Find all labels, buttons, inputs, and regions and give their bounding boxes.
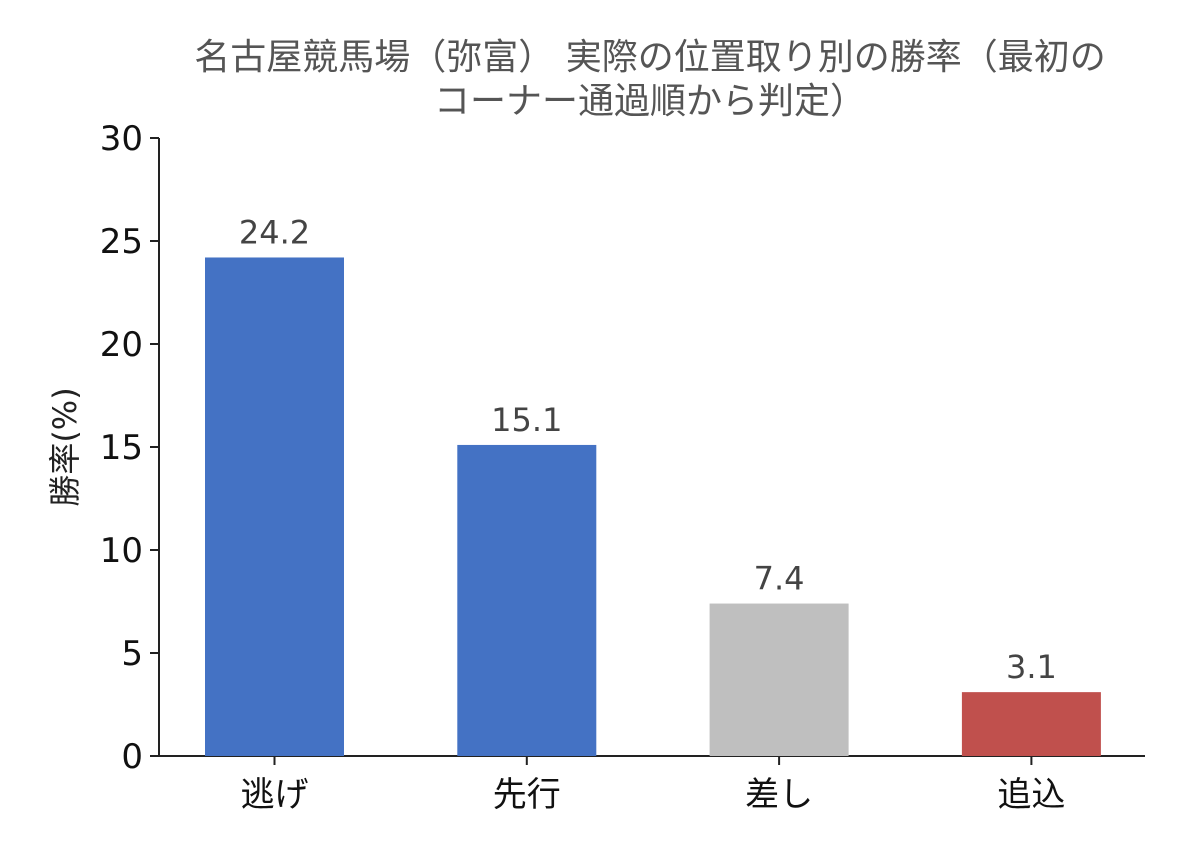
y-tick-label: 25 — [100, 222, 143, 262]
x-tick-label: 差し — [745, 775, 813, 815]
y-tick-label: 20 — [100, 325, 143, 365]
bar-value-label: 24.2 — [239, 213, 310, 251]
x-tick-label: 先行 — [493, 775, 561, 815]
y-tick-label: 15 — [100, 428, 143, 468]
bar — [457, 444, 597, 756]
y-tick-label: 5 — [121, 634, 143, 674]
x-tick-label: 逃げ — [241, 775, 309, 815]
chart-title: 名古屋競馬場（弥富） 実際の位置取り別の勝率（最初の コーナー通過順から判定） — [194, 37, 1106, 122]
bar-value-label: 3.1 — [1006, 648, 1057, 686]
y-tick-label: 0 — [121, 737, 143, 777]
bar-value-label: 7.4 — [754, 560, 805, 598]
y-axis-label: 勝率(%) — [46, 387, 84, 506]
y-tick-label: 30 — [100, 119, 143, 159]
bar — [709, 603, 849, 756]
bar — [961, 692, 1101, 756]
bar — [205, 257, 344, 756]
bar-value-label: 15.1 — [491, 401, 562, 439]
x-tick-label: 追込 — [997, 775, 1065, 815]
y-tick-label: 10 — [100, 531, 143, 571]
